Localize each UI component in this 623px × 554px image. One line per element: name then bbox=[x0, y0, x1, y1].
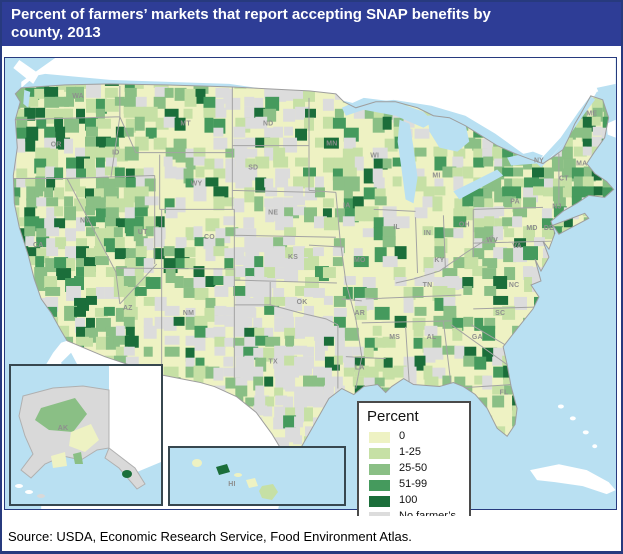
state-label-UT: UT bbox=[138, 229, 148, 236]
legend-item: 25-50 bbox=[369, 463, 462, 475]
alaska-panhandle bbox=[104, 447, 146, 490]
state-borders bbox=[13, 85, 560, 390]
state-label-ND: ND bbox=[263, 121, 273, 128]
legend-label: 100 bbox=[399, 494, 418, 506]
legend-item: 100 bbox=[369, 495, 462, 507]
state-label-NJ: NJ bbox=[552, 203, 561, 210]
canada-land bbox=[21, 58, 616, 164]
state-label-CO: CO bbox=[204, 234, 215, 241]
alaska-map: AK bbox=[15, 366, 161, 498]
state-label-WI: WI bbox=[370, 153, 379, 160]
state-label-TX: TX bbox=[269, 359, 278, 366]
molokai-island bbox=[234, 473, 242, 477]
vancouver-island bbox=[13, 59, 40, 84]
alaska-label: AK bbox=[58, 425, 69, 432]
kauai-island bbox=[192, 459, 202, 467]
state-label-VA: VA bbox=[512, 243, 522, 250]
state-label-IA: IA bbox=[343, 202, 350, 209]
state-label-CA: CA bbox=[33, 242, 43, 249]
maui-island bbox=[246, 478, 258, 488]
alaska-yellow-region bbox=[69, 424, 99, 452]
state-label-WY: WY bbox=[191, 180, 203, 187]
state-label-OH: OH bbox=[459, 221, 470, 228]
bahamas-island bbox=[582, 430, 589, 435]
state-label-ME: ME bbox=[586, 111, 597, 118]
gulf-st-lawrence bbox=[596, 83, 616, 120]
state-label-TN: TN bbox=[423, 282, 433, 289]
legend-item: 51-99 bbox=[369, 479, 462, 491]
state-label-CT: CT bbox=[559, 175, 569, 182]
state-label-OK: OK bbox=[297, 299, 308, 306]
figure-title: Percent of farmers’ markets that report … bbox=[2, 2, 621, 46]
cuba-land bbox=[530, 464, 616, 495]
state-label-WV: WV bbox=[486, 237, 498, 244]
bahamas-island bbox=[557, 404, 564, 409]
legend-swatch bbox=[369, 448, 390, 459]
legend-label: 25-50 bbox=[399, 462, 428, 474]
aleutian-island bbox=[37, 494, 45, 498]
alaska-green-region bbox=[35, 398, 87, 432]
state-label-IL: IL bbox=[393, 224, 400, 231]
state-label-SD: SD bbox=[248, 165, 258, 172]
state-label-MS: MS bbox=[389, 334, 400, 341]
state-label-NV: NV bbox=[80, 217, 90, 224]
state-label-NM: NM bbox=[183, 310, 194, 317]
state-label-OR: OR bbox=[51, 142, 62, 149]
legend-title: Percent bbox=[367, 408, 419, 425]
alaska-darkgreen-county bbox=[122, 470, 132, 478]
legend-item: 0 bbox=[369, 431, 462, 443]
alaska-green-region-2 bbox=[73, 452, 83, 464]
alaska-inset: AK bbox=[9, 364, 163, 506]
state-label-KY: KY bbox=[434, 257, 444, 264]
state-label-LA: LA bbox=[355, 365, 365, 372]
alaska-yellow-region-2 bbox=[51, 452, 67, 468]
source-text: Source: USDA, Economic Research Service,… bbox=[2, 516, 621, 551]
legend-label: 51-99 bbox=[399, 478, 428, 490]
state-label-KS: KS bbox=[288, 254, 298, 261]
legend-label: 0 bbox=[399, 430, 406, 442]
state-label-NE: NE bbox=[268, 209, 278, 216]
aleutian-island bbox=[15, 484, 23, 488]
state-labels: WA OR CA NV ID MT WY UT CO AZ NM ND SD NE KS OK TX MN IA MO… bbox=[33, 93, 597, 397]
state-label-FL: FL bbox=[500, 390, 509, 397]
state-label-WA: WA bbox=[72, 93, 84, 100]
state-label-SC: SC bbox=[495, 310, 505, 317]
hawaii-label: HI bbox=[228, 481, 235, 488]
state-label-NY: NY bbox=[534, 158, 544, 165]
st-lawrence-river bbox=[536, 96, 596, 168]
hawaii-map: HI bbox=[192, 459, 278, 500]
hawaii-inset: HI bbox=[168, 446, 346, 506]
state-label-AZ: AZ bbox=[123, 305, 133, 312]
state-label-GA: GA bbox=[472, 334, 483, 341]
aleutian-island bbox=[25, 490, 33, 494]
state-label-NC: NC bbox=[509, 282, 519, 289]
state-label-MD: MD bbox=[526, 225, 537, 232]
state-label-MA: MA bbox=[576, 161, 587, 168]
oahu-island bbox=[216, 464, 230, 475]
state-label-IN: IN bbox=[424, 230, 431, 237]
legend-swatch bbox=[369, 480, 390, 491]
big-island bbox=[259, 484, 278, 500]
legend-swatch bbox=[369, 432, 390, 443]
bahamas-island bbox=[569, 416, 576, 421]
state-label-MO: MO bbox=[354, 257, 366, 264]
state-label-AL: AL bbox=[427, 334, 437, 341]
legend-label: 1-25 bbox=[399, 446, 422, 458]
legend-swatch bbox=[369, 496, 390, 507]
state-label-AR: AR bbox=[355, 310, 365, 317]
state-label-MI: MI bbox=[432, 172, 440, 179]
legend-swatch bbox=[369, 464, 390, 475]
state-label-MN: MN bbox=[326, 141, 337, 148]
bahamas-island bbox=[592, 444, 598, 449]
legend-item: 1-25 bbox=[369, 447, 462, 459]
us-coastline bbox=[12, 83, 615, 460]
state-label-MT: MT bbox=[180, 121, 191, 128]
state-label-ID: ID bbox=[112, 150, 119, 157]
nova-scotia bbox=[606, 119, 616, 138]
canada-land bbox=[109, 366, 161, 472]
map-panel: WA OR CA NV ID MT WY UT CO AZ NM ND SD NE KS OK TX MN IA MO… bbox=[4, 57, 617, 546]
state-label-PA: PA bbox=[510, 198, 520, 205]
state-label-DE: DE bbox=[544, 225, 554, 232]
